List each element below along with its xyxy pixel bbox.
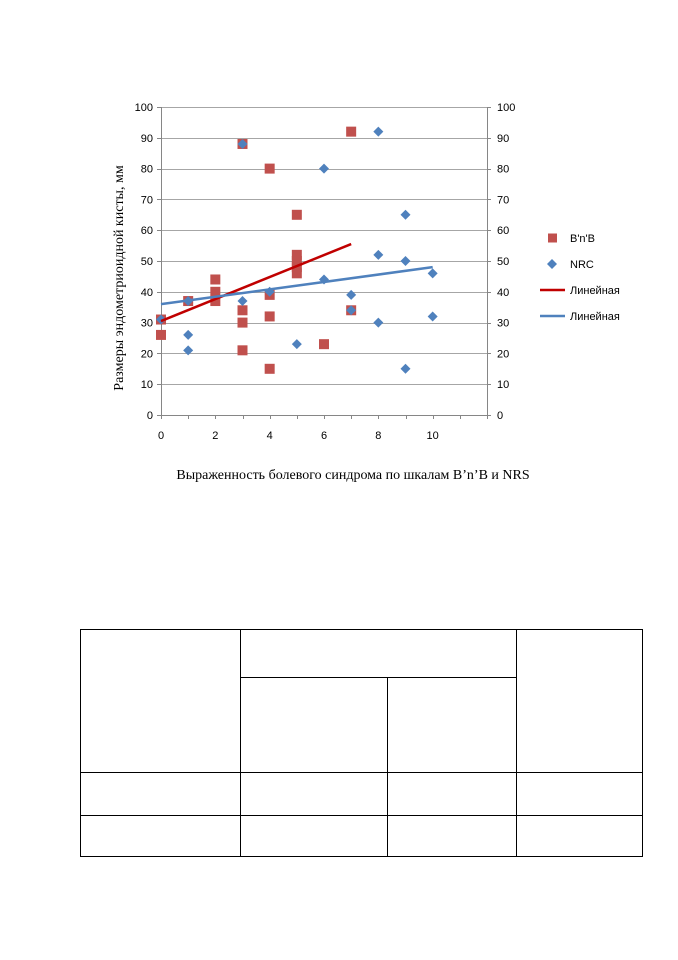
y-tick-label: 80 [497,164,509,176]
y-axis-left-ticks: 0 10 20 30 40 50 60 70 80 90 100 [135,102,153,422]
legend-label: NRC [570,259,594,271]
y-tick-label: 60 [141,225,153,237]
x-axis-label: Выраженность болевого синдрома по шкалам… [176,468,530,483]
y-tick-label: 60 [497,225,509,237]
y-tick-label: 100 [497,102,515,114]
y-tick-label: 10 [141,379,153,391]
x-axis-ticks: 0 2 4 6 8 10 [158,430,439,442]
data-point-nrc [346,305,357,316]
data-point-bnb [210,274,221,285]
y-tick-label: 70 [141,194,153,206]
y-tick-label: 0 [147,410,153,422]
data-point-bnb [264,363,275,374]
data-point-bnb [210,296,221,307]
data-point-nrc [427,268,438,279]
y-tick-label: 90 [497,133,509,145]
y-axis-right-ticks: 0 10 20 30 40 50 60 70 80 90 100 [497,102,515,422]
data-point-bnb [264,163,275,174]
x-tick-label: 8 [375,430,381,442]
data-point-nrc [156,314,166,325]
x-tick-label: 0 [158,430,164,442]
data-point-bnb [156,329,166,340]
data-point-bnb [291,249,302,260]
data-point-nrc [346,289,357,300]
chart-legend: B'n'B NRC Линейная Линейная [540,233,620,323]
data-point-nrc [291,339,302,350]
data-point-bnb [319,339,329,350]
data-point-bnb [291,256,302,266]
y-tick-label: 30 [497,318,509,330]
trendlines [160,242,433,323]
legend-label: B'n'B [570,233,595,245]
x-tick-label: 6 [321,430,327,442]
data-point-nrc [237,138,248,149]
data-point-bnb [237,305,248,316]
trendline [160,242,352,323]
y-tick-label: 40 [497,287,509,299]
data-point-nrc [319,163,329,174]
data-point-nrc [400,209,411,220]
legend-label: Линейная [570,285,620,297]
x-tick-label: 4 [267,430,273,442]
data-point-nrc [373,249,384,260]
data-point-nrc [400,363,411,374]
y-tick-label: 50 [141,256,153,268]
y-tick-label: 80 [141,164,153,176]
y-tick-label: 50 [497,256,509,268]
chart-axes [157,107,491,419]
data-point-bnb [264,311,275,322]
y-tick-label: 30 [141,318,153,330]
y-tick-label: 0 [497,410,503,422]
legend-swatch-square [548,233,557,243]
data-point-bnb [237,317,248,328]
data-point-bnb [210,286,221,297]
chart-marks [156,126,438,374]
data-point-nrc [400,256,411,266]
legend-label: Линейная [570,311,620,323]
data-point-nrc [427,311,438,322]
data-point-nrc [373,317,384,328]
data-point-bnb [346,126,357,137]
legend-swatch-diamond [547,259,557,269]
trendline [160,265,433,306]
x-tick-label: 10 [427,430,439,442]
y-tick-label: 20 [141,348,153,360]
data-point-nrc [183,329,194,340]
y-axis-label: Размеры эндометриоидной кисты, мм [112,165,127,391]
data-point-nrc [237,296,248,307]
data-point-nrc [183,345,194,356]
y-tick-label: 100 [135,102,153,114]
y-tick-label: 70 [497,194,509,206]
y-tick-label: 10 [497,379,509,391]
y-tick-label: 90 [141,133,153,145]
x-tick-label: 2 [212,430,218,442]
y-tick-label: 20 [497,348,509,360]
empty-table [80,629,643,857]
data-point-bnb [291,268,302,279]
data-point-nrc [373,126,384,137]
data-point-bnb [291,209,302,220]
y-tick-label: 40 [141,287,153,299]
data-point-bnb [237,345,248,356]
